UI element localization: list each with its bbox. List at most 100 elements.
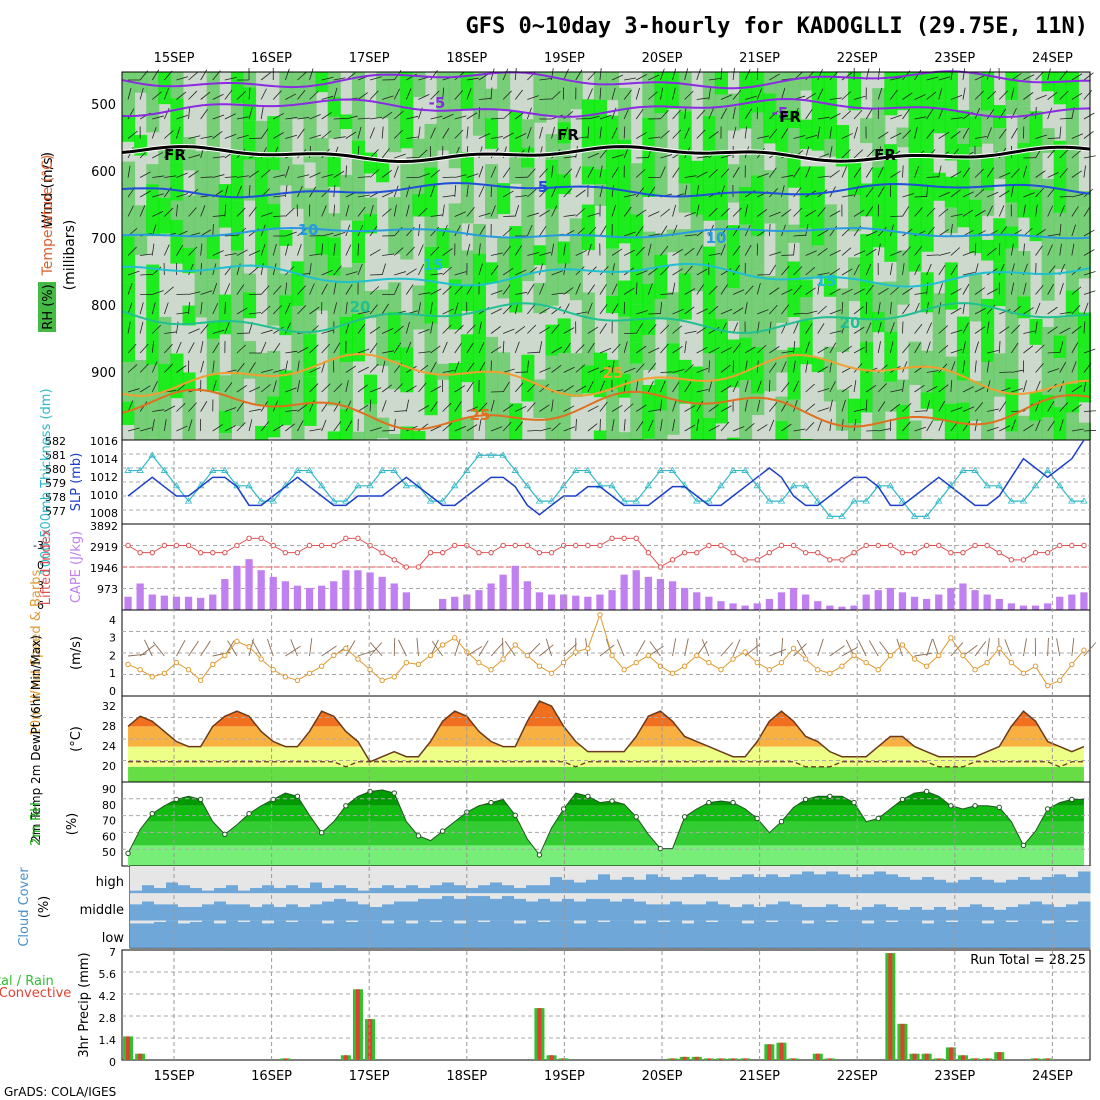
wind-barb [805, 92, 817, 100]
lifted-index-point [439, 549, 446, 556]
rh-cell [521, 167, 535, 220]
cloud-gap [694, 866, 707, 875]
rh-cell [339, 345, 353, 362]
wind-barb [563, 243, 566, 256]
wind-barb [660, 87, 664, 100]
rh-cell [497, 72, 511, 111]
thickness-tick: 580 [45, 463, 66, 476]
wind-barb [998, 128, 1007, 139]
cloud-bar-low [502, 920, 515, 948]
wind10m-barb [926, 638, 933, 657]
wind-barb [672, 419, 676, 432]
cloud-bar-low [814, 920, 827, 948]
wind-barb [768, 379, 771, 393]
rh-cell [606, 212, 620, 249]
rh2m-tick: 70 [102, 815, 116, 828]
rh-cell [497, 236, 511, 284]
cape-bar [668, 581, 677, 610]
wind10m-barb [321, 645, 337, 657]
wind-barb [1047, 205, 1054, 217]
cloud-bar-low [190, 921, 203, 948]
cloud-gap [694, 893, 707, 905]
slp-tick: 1012 [90, 471, 118, 484]
rh-cell [485, 362, 499, 413]
wind-barb [285, 93, 297, 100]
wind-barb [877, 87, 883, 100]
cape-bar [499, 574, 507, 610]
wind-barb [781, 254, 794, 256]
cape-bar [923, 598, 931, 610]
wind-barb [248, 419, 253, 432]
wind-barb [176, 383, 186, 393]
rh-cell [775, 114, 789, 158]
wind-barb [599, 165, 603, 178]
cloud-bar-high [178, 885, 191, 894]
wind-barb [454, 174, 467, 178]
date-tick-bottom: 18SEP [446, 1069, 487, 1084]
cloud-bar-high [478, 885, 491, 894]
cloud-bar-low [514, 923, 527, 948]
wind-barb [333, 77, 346, 81]
isotherm-line [121, 145, 1091, 164]
precip-conv-bar [948, 1047, 953, 1060]
wind-barb [502, 421, 512, 432]
lifted-index-point [778, 542, 785, 549]
wind-barb [345, 271, 358, 276]
wind-barb [321, 329, 334, 334]
wind-barb [708, 425, 720, 432]
wind10m-barb [635, 640, 646, 657]
wind-barb [732, 360, 734, 373]
wind-barb [563, 214, 576, 217]
cloud-bar-high [1006, 879, 1019, 894]
rh-cell [1017, 142, 1031, 170]
wind-barb [393, 204, 397, 217]
rh-cell [714, 282, 728, 320]
rh-cell [1005, 100, 1019, 115]
rh-cell [618, 192, 632, 244]
wind-barb [188, 207, 197, 217]
wind-barb [188, 263, 194, 276]
wind10m-point [609, 652, 615, 659]
wind-barb [1047, 172, 1059, 178]
wind-barb [974, 402, 984, 412]
wind-barb [829, 381, 836, 393]
cloud-bar-high [562, 879, 575, 894]
lifted-index-point [294, 549, 301, 556]
wind-barb [708, 285, 718, 295]
wind-barb [563, 366, 575, 373]
precip-conv-bar [912, 1053, 917, 1060]
rh-cell [593, 72, 607, 100]
wind-barb [648, 313, 661, 315]
cape-bar [378, 576, 386, 610]
rh-cell [1077, 349, 1091, 403]
temp2m-axis-label: 2m Temp 2m DewPt (6hr Min/Max) [29, 635, 43, 843]
thickness-point [572, 466, 580, 473]
wind-barb [805, 287, 816, 295]
wind-barb [212, 93, 224, 100]
rh-cell [630, 252, 644, 305]
wind10m-point [1057, 677, 1063, 684]
cape-bar [257, 570, 265, 610]
cloud-bar-middle [958, 906, 971, 921]
cloud-bar-low [610, 920, 623, 948]
wind10m-point [960, 652, 966, 659]
rh-cell [1005, 154, 1019, 203]
rh-cell [1029, 111, 1043, 150]
wind10m-barb [345, 640, 356, 657]
wind-barb [890, 170, 901, 178]
rh-cell [896, 287, 910, 305]
lifted-index-point [197, 549, 204, 556]
rh-cell [303, 188, 317, 238]
rh-cell [944, 432, 958, 440]
cloud-gap [178, 920, 191, 924]
cloud-bar-middle [514, 898, 527, 921]
rh-cell [775, 157, 789, 211]
wind-barb [938, 191, 950, 198]
wind-barb [817, 282, 820, 295]
wind-barb [152, 210, 164, 217]
lifted-index-point [706, 542, 712, 549]
wind-barb [539, 263, 543, 276]
thickness-point [608, 482, 616, 489]
cloud-bar-high [766, 874, 779, 894]
thickness-point [257, 497, 265, 504]
